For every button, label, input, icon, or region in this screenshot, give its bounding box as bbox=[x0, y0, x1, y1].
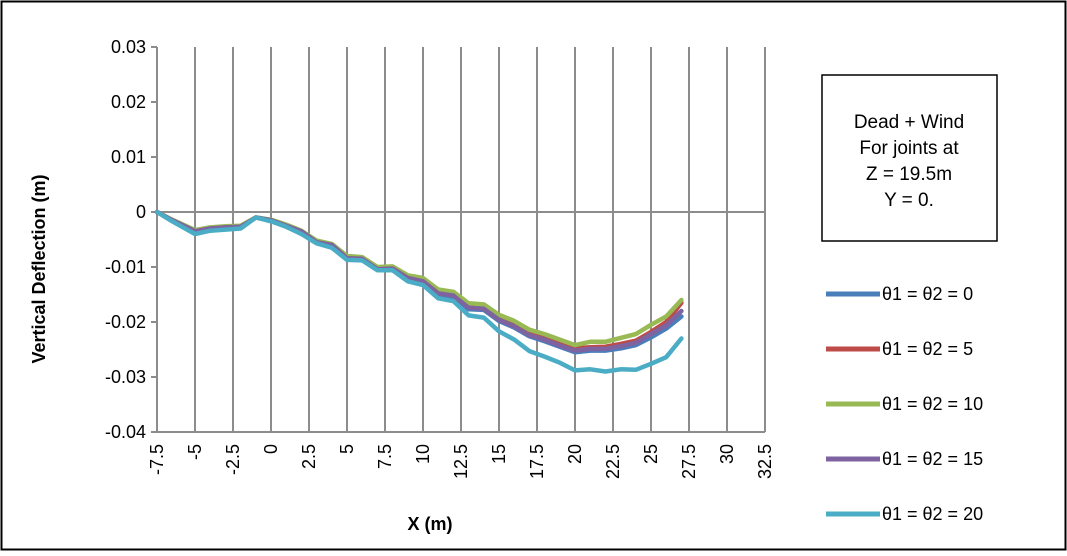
annotation-border bbox=[821, 74, 998, 242]
x-tick-label-5: 5 bbox=[337, 444, 357, 454]
x-tick-label-13: 25 bbox=[641, 444, 661, 464]
x-axis-title: X (m) bbox=[408, 514, 453, 534]
legend: θ1 = θ2 = 0 θ1 = θ2 = 5 θ1 = θ2 = 10 θ1 = θ… bbox=[826, 284, 983, 524]
tick-labels: 0.03 0.02 0.01 0 -0.01 -0.02 -0.03 -0.04-7.5 -5 -… bbox=[105, 37, 775, 479]
x-tick-label-4: 2.5 bbox=[299, 444, 319, 469]
legend-label-0: θ1 = θ2 = 0 bbox=[882, 284, 973, 304]
y-tick-label-7: -0.04 bbox=[105, 422, 146, 442]
x-tick-label-7: 10 bbox=[413, 444, 433, 464]
x-tick-label-6: 7.5 bbox=[375, 444, 395, 469]
y-tick-label-4: -0.01 bbox=[105, 257, 146, 277]
x-tick-label-10: 17.5 bbox=[527, 444, 547, 479]
series-group bbox=[154, 209, 684, 374]
x-tick-label-11: 20 bbox=[565, 444, 585, 464]
y-tick-label-6: -0.03 bbox=[105, 367, 146, 387]
x-tick-label-9: 15 bbox=[489, 444, 509, 464]
y-tick-label-5: -0.02 bbox=[105, 312, 146, 332]
y-tick-label-3: 0 bbox=[136, 202, 146, 222]
x-tick-label-3: 0 bbox=[261, 444, 281, 454]
x-tick-label-12: 22.5 bbox=[603, 444, 623, 479]
y-tick-label-0: 0.03 bbox=[111, 37, 146, 57]
annotation-line-1: Dead + Wind bbox=[854, 112, 964, 133]
legend-label-4: θ1 = θ2 = 20 bbox=[882, 504, 983, 524]
x-tick-label-16: 32.5 bbox=[755, 444, 775, 479]
legend-label-2: θ1 = θ2 = 10 bbox=[882, 394, 983, 414]
x-tick-label-0: -7.5 bbox=[147, 444, 167, 475]
x-tick-label-8: 12.5 bbox=[451, 444, 471, 479]
annotation-line-3: Z = 19.5m bbox=[866, 164, 952, 185]
y-tick-label-1: 0.02 bbox=[111, 92, 146, 112]
y-tick-label-2: 0.01 bbox=[111, 147, 146, 167]
legend-label-3: θ1 = θ2 = 15 bbox=[882, 449, 983, 469]
annotation-line-4: Y = 0. bbox=[884, 190, 934, 211]
x-tick-label-15: 30 bbox=[717, 444, 737, 464]
annotation-line-2: For joints at bbox=[859, 138, 959, 159]
series-line-4 bbox=[154, 209, 684, 374]
x-tick-label-2: -2.5 bbox=[223, 444, 243, 475]
x-tick-label-1: -5 bbox=[185, 444, 205, 460]
legend-label-1: θ1 = θ2 = 5 bbox=[882, 339, 973, 359]
annotation-box: Dead + Wind For joints at Z = 19.5m Y = … bbox=[821, 74, 998, 242]
x-tick-label-14: 27.5 bbox=[679, 444, 699, 479]
y-axis-title: Vertical Deflection (m) bbox=[29, 174, 49, 363]
grid bbox=[151, 46, 766, 433]
